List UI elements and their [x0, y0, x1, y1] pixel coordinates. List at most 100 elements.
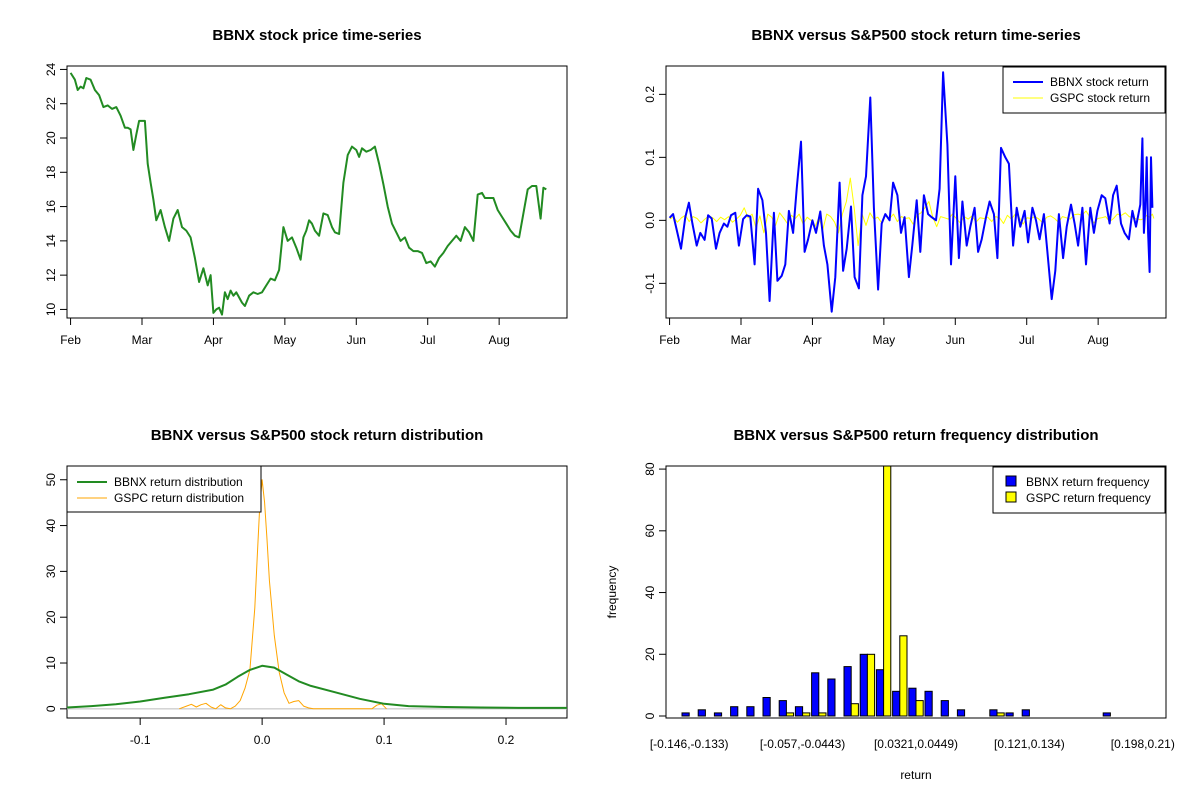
x-tick-label: Mar	[731, 333, 752, 347]
legend-swatch-gspc	[1005, 491, 1017, 503]
bbnx-freq-bar	[940, 700, 949, 717]
bbnx-freq-bar	[1005, 712, 1014, 717]
x-tick-label: Aug	[488, 333, 509, 347]
bbnx-freq-bar	[924, 690, 933, 717]
y-tick-label: 16	[44, 200, 58, 214]
gspc-freq-bar	[883, 465, 892, 717]
bbnx-freq-bar	[908, 687, 917, 717]
y-tick-label: 10	[44, 656, 58, 670]
bbnx-freq-bar	[875, 669, 885, 717]
chart-title-0: BBNX stock price time-series	[212, 27, 421, 44]
x-tick-label: [-0.057,-0.0443)	[760, 737, 845, 751]
x-tick-label: [0.198,0.21)	[1111, 737, 1175, 751]
gspc-freq-bar	[850, 703, 859, 717]
y-tick-label: 18	[44, 165, 58, 179]
y-tick-label: 0	[643, 712, 657, 719]
plot-frame-1	[665, 65, 1167, 319]
x-tick-label: 0.0	[254, 733, 271, 747]
y-tick-label: 50	[44, 473, 58, 487]
y-tick-label: 10	[44, 302, 58, 316]
bbnx-freq-bar	[1102, 712, 1111, 717]
y-tick-label: 24	[44, 62, 58, 76]
x-tick-label: Jun	[347, 333, 366, 347]
legend-density: BBNX return distribution GSPC return dist…	[66, 465, 262, 513]
y-tick-label: -0.1	[643, 273, 657, 294]
chart-title-2: BBNX versus S&P500 stock return distribu…	[151, 427, 484, 444]
legend-label-gspc: GSPC return distribution	[114, 491, 244, 505]
plot-frame-0	[66, 65, 568, 319]
bbnx-freq-bar	[794, 706, 804, 717]
x-tick-label: May	[873, 333, 896, 347]
plot-frame-3	[665, 465, 1167, 719]
x-tick-label: Aug	[1087, 333, 1108, 347]
y-tick-label: 60	[643, 524, 657, 538]
legend-swatch-bbnx	[1005, 475, 1017, 487]
plot-frame-2	[66, 465, 568, 719]
bbnx-return-line	[668, 71, 1154, 313]
bbnx-freq-bar	[681, 712, 690, 717]
x-tick-label: Mar	[132, 333, 153, 347]
x-tick-label: Feb	[60, 333, 81, 347]
legend-box	[66, 465, 262, 513]
chart-title-3: BBNX versus S&P500 return frequency dist…	[733, 427, 1098, 444]
x-tick-label: [-0.146,-0.133)	[650, 737, 729, 751]
gspc-freq-bar	[996, 712, 1005, 717]
x-tick-label: -0.1	[130, 733, 151, 747]
y-tick-label: 20	[643, 647, 657, 661]
y-tick-label: 14	[44, 234, 58, 248]
legend-label-bbnx: BBNX return frequency	[1026, 475, 1149, 489]
bbnx-freq-bar	[746, 706, 755, 717]
y-tick-label: 40	[643, 586, 657, 600]
bbnx-freq-bar	[843, 666, 852, 717]
bbnx-freq-bar	[827, 678, 836, 717]
x-tick-label: Jul	[420, 333, 435, 347]
bbnx-freq-bar	[778, 700, 787, 717]
y-tick-label: 0.2	[643, 86, 657, 103]
bbnx-freq-bar	[989, 709, 998, 717]
y-tick-label: 0	[44, 705, 58, 712]
x-tick-label: Jul	[1019, 333, 1034, 347]
x-tick-label: [0.121,0.134)	[994, 737, 1065, 751]
y-axis-label: frequency	[605, 566, 619, 619]
gspc-freq-bar	[785, 712, 795, 717]
x-tick-label: May	[274, 333, 297, 347]
bbnx-freq-bar	[859, 653, 868, 717]
legend-box	[1002, 66, 1166, 114]
x-tick-label: Jun	[946, 333, 965, 347]
chart-title-1: BBNX versus S&P500 stock return time-ser…	[751, 27, 1080, 44]
bbnx-freq-bar	[762, 697, 771, 717]
gspc-freq-bar	[802, 712, 811, 717]
x-tick-label: Apr	[803, 333, 822, 347]
bbnx-density-line	[66, 664, 567, 709]
x-tick-label: Feb	[659, 333, 680, 347]
y-tick-label: 0.1	[643, 149, 657, 166]
legend-label-gspc: GSPC stock return	[1050, 91, 1150, 105]
x-tick-label: [0.0321,0.0449)	[874, 737, 958, 751]
y-tick-label: 22	[44, 97, 58, 111]
y-tick-label: 20	[44, 610, 58, 624]
bbnx-freq-bar	[811, 672, 820, 717]
x-tick-label: Apr	[204, 333, 223, 347]
y-tick-label: 0.0	[643, 212, 657, 229]
legend-label-bbnx: BBNX stock return	[1050, 75, 1149, 89]
gspc-density-line	[179, 479, 387, 710]
gspc-freq-bar	[915, 700, 924, 717]
y-tick-label: 12	[44, 268, 58, 282]
gspc-freq-bar	[899, 635, 908, 717]
x-tick-label: 0.2	[498, 733, 515, 747]
legend-frequency: BBNX return frequency GSPC return frequen…	[992, 466, 1166, 514]
price-line	[69, 72, 547, 316]
bbnx-freq-bar	[956, 709, 966, 717]
y-tick-label: 40	[44, 519, 58, 533]
bbnx-freq-bar	[1021, 709, 1030, 717]
y-tick-label: 30	[44, 564, 58, 578]
x-tick-label: 0.1	[376, 733, 393, 747]
bbnx-freq-bar	[892, 690, 901, 717]
bbnx-freq-bar	[713, 712, 723, 717]
legend-box	[992, 466, 1166, 514]
bbnx-freq-bar	[730, 706, 739, 717]
y-tick-label: 80	[643, 462, 657, 476]
legend-label-gspc: GSPC return frequency	[1026, 491, 1151, 505]
legend-returns: BBNX stock return GSPC stock return	[1002, 66, 1166, 114]
